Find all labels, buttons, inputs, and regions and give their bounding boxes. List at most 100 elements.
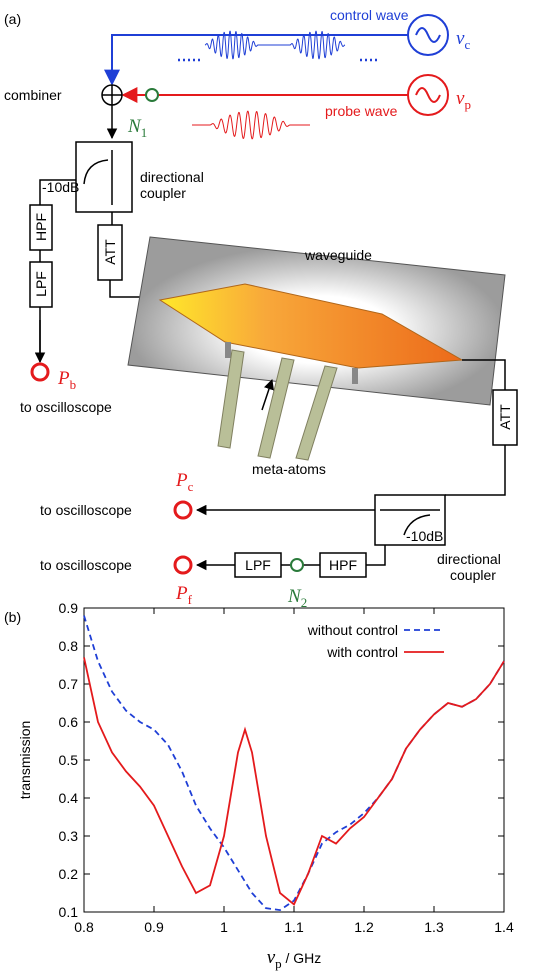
subscript: c bbox=[464, 37, 470, 52]
port bbox=[173, 555, 193, 575]
source-icon bbox=[415, 87, 441, 103]
hpf-label: HPF bbox=[33, 213, 49, 241]
wire bbox=[39, 179, 76, 360]
x-tick-label: 0.8 bbox=[74, 919, 94, 935]
subscript: p bbox=[275, 956, 282, 971]
probe-wave-label: probe wave bbox=[325, 103, 398, 119]
series-line bbox=[83, 615, 505, 912]
y-tick-label: 0.9 bbox=[59, 600, 79, 616]
legend-label: with control bbox=[326, 644, 398, 660]
pf-label: Pf bbox=[175, 583, 193, 607]
coupler-label: directional bbox=[437, 551, 501, 567]
hpf-label: HPF bbox=[329, 557, 357, 573]
symbol: N bbox=[287, 586, 302, 607]
subscript: 2 bbox=[301, 595, 308, 610]
meta-atom bbox=[257, 357, 295, 459]
coupler-symbol bbox=[380, 509, 440, 536]
diagram: (a) νc control wave νp probe wave N1 com… bbox=[4, 7, 518, 625]
symbol: P bbox=[175, 583, 188, 604]
panel-label: (b) bbox=[4, 609, 21, 625]
plot-frame bbox=[83, 607, 505, 913]
att-box bbox=[492, 389, 518, 446]
n2-label: N2 bbox=[287, 586, 307, 610]
combiner-cross bbox=[102, 85, 122, 105]
waveguide-label: waveguide bbox=[304, 247, 372, 263]
subscript: p bbox=[464, 97, 471, 112]
unit: / GHz bbox=[282, 950, 322, 966]
control-wave-label: control wave bbox=[330, 7, 409, 23]
symbol: P bbox=[57, 368, 70, 389]
chart: transmission νp / GHz 0.1 0.2 0.3 0.4 0.5 0.6… bbox=[17, 600, 514, 971]
probe-wave bbox=[192, 110, 310, 140]
x-tick-label: 1.1 bbox=[284, 919, 304, 935]
nu-p: νp bbox=[456, 88, 471, 112]
lpf-label: LPF bbox=[33, 271, 49, 297]
port bbox=[30, 362, 50, 382]
y-tick-label: 0.4 bbox=[59, 790, 79, 806]
coupler-box bbox=[374, 494, 446, 546]
filter-box bbox=[29, 261, 53, 308]
post bbox=[225, 342, 358, 384]
y-tick-label: 0.8 bbox=[59, 638, 79, 654]
lpf-label: LPF bbox=[245, 557, 271, 573]
panel-label: (a) bbox=[4, 11, 21, 27]
y-axis-label: transmission bbox=[17, 721, 33, 800]
y-tick-label: 0.3 bbox=[59, 828, 79, 844]
meta-atom bbox=[217, 349, 245, 449]
series-line bbox=[83, 657, 505, 906]
wire bbox=[109, 212, 150, 297]
filter-box bbox=[319, 552, 367, 578]
x-tick-label: 0.9 bbox=[144, 919, 164, 935]
y-tick-label: 0.5 bbox=[59, 752, 79, 768]
pb-label: Pb bbox=[57, 368, 76, 392]
coupler-symbol bbox=[83, 150, 113, 205]
subscript: b bbox=[70, 377, 77, 392]
y-tick-label: 0.1 bbox=[59, 904, 79, 920]
wire bbox=[445, 359, 506, 496]
filter-box bbox=[234, 552, 282, 578]
coupler-label: coupler bbox=[140, 185, 186, 201]
x-axis-label: νp / GHz bbox=[267, 947, 322, 971]
subscript: f bbox=[188, 592, 193, 607]
subscript: c bbox=[188, 479, 194, 494]
att-box bbox=[97, 224, 123, 281]
meta-atom bbox=[295, 365, 338, 461]
nu-c: νc bbox=[456, 28, 470, 52]
source-icon bbox=[415, 27, 441, 43]
node-n2 bbox=[290, 558, 304, 572]
x-tick-label: 1 bbox=[220, 919, 228, 935]
target-label: to oscilloscope bbox=[20, 399, 112, 415]
filter-box bbox=[29, 204, 53, 251]
x-tick-label: 1.3 bbox=[424, 919, 444, 935]
x-tick-label: 1.4 bbox=[494, 919, 514, 935]
arrow bbox=[261, 379, 274, 411]
y-tick-label: 0.6 bbox=[59, 714, 79, 730]
y-tick-label: 0.7 bbox=[59, 676, 79, 692]
coupler-gain: -10dB bbox=[406, 528, 443, 544]
symbol: ν bbox=[267, 947, 276, 968]
port bbox=[173, 500, 193, 520]
att-label: ATT bbox=[497, 404, 513, 430]
control-path bbox=[104, 34, 408, 86]
symbol: P bbox=[175, 470, 188, 491]
wire bbox=[197, 545, 386, 565]
att-label: ATT bbox=[102, 239, 118, 265]
coupler-box bbox=[75, 141, 133, 213]
coupler-label: directional bbox=[140, 169, 204, 185]
n1-label: N1 bbox=[127, 116, 147, 140]
target-label: to oscilloscope bbox=[40, 557, 132, 573]
y-tick-label: 0.2 bbox=[59, 866, 79, 882]
symbol: ν bbox=[456, 88, 465, 109]
combiner-label: combiner bbox=[4, 87, 62, 103]
symbol: N bbox=[127, 116, 142, 137]
meta-atoms bbox=[217, 349, 338, 461]
coupler-label: coupler bbox=[450, 567, 496, 583]
control-wave bbox=[204, 30, 346, 60]
subscript: 1 bbox=[141, 125, 148, 140]
x-tick-label: 1.2 bbox=[354, 919, 374, 935]
meta-atoms-label: meta-atoms bbox=[252, 461, 326, 477]
symbol: ν bbox=[456, 28, 465, 49]
node-n1 bbox=[145, 88, 159, 102]
